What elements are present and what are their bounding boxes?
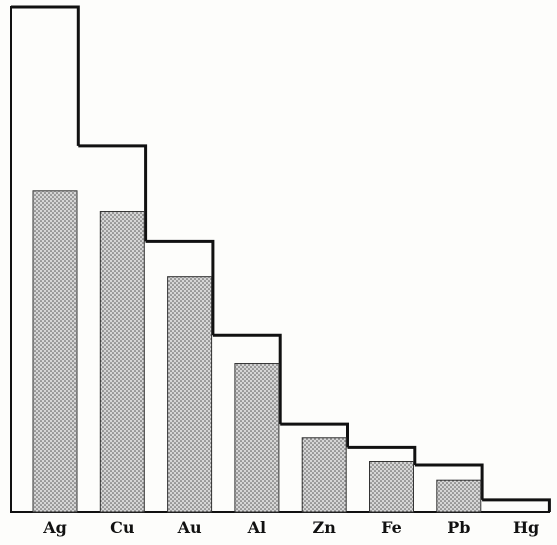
stippled-bars (32, 190, 482, 513)
stippled-bar-pb (436, 479, 482, 513)
category-label-ag: Ag (42, 518, 67, 537)
category-label-hg: Hg (513, 518, 539, 537)
stippled-bar-ag (32, 190, 78, 513)
outline-bar-al (212, 333, 282, 425)
stippled-bar-au (167, 276, 213, 513)
category-label-au: Au (177, 518, 202, 537)
outline-bar-cu (78, 144, 148, 242)
stippled-bar-al (234, 363, 280, 513)
stippled-bar-fe (369, 461, 414, 513)
outline-bar-au (145, 239, 215, 336)
outline-bar-pb (414, 463, 484, 500)
category-label-al: Al (247, 518, 267, 537)
category-label-pb: Pb (447, 518, 470, 537)
stippled-bar-cu (99, 211, 145, 513)
outline-bar-fe (347, 445, 417, 466)
outline-bar-zn (280, 422, 349, 448)
outline-bars (11, 5, 551, 512)
outline-bar-ag (11, 5, 80, 146)
stippled-bar-zn (301, 437, 347, 513)
category-label-fe: Fe (381, 518, 402, 537)
category-label-cu: Cu (110, 518, 135, 537)
category-labels: Ag Cu Au Al Zn Fe Pb Hg (42, 518, 539, 537)
category-label-zn: Zn (313, 518, 337, 537)
outline-bar-hg (482, 498, 551, 512)
